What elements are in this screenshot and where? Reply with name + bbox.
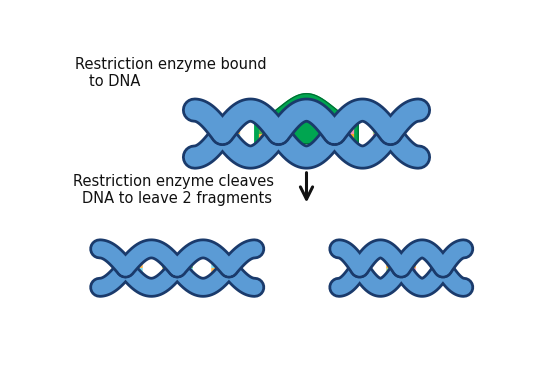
Text: Restriction enzyme bound: Restriction enzyme bound [75,57,266,72]
Text: Restriction enzyme cleaves: Restriction enzyme cleaves [73,174,274,189]
Text: DNA to leave 2 fragments: DNA to leave 2 fragments [82,191,271,206]
Text: to DNA: to DNA [89,74,140,89]
Polygon shape [255,94,358,149]
